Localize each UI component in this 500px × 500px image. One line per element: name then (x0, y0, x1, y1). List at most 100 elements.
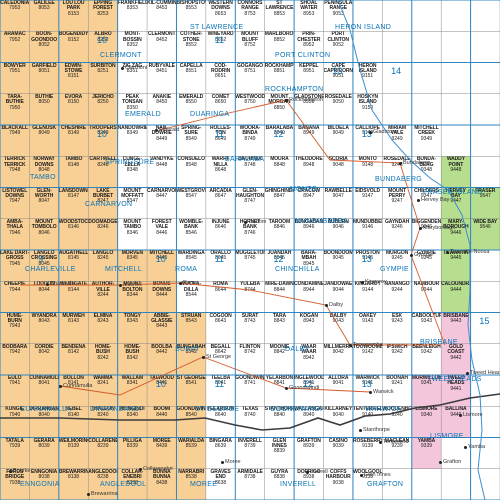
map-sheet-cell[interactable] (441, 125, 471, 157)
map-sheet-cell[interactable]: MITCHELL 8445 (147, 250, 177, 282)
map-sheet-cell[interactable]: MOUNT TAMBO 8346 (117, 218, 148, 250)
map-sheet-cell[interactable]: EMERALD 8550 (176, 93, 206, 125)
map-sheet-cell[interactable]: CUNGE-LELLA 8348 (117, 156, 148, 188)
map-sheet-cell[interactable]: WIDE BAY 9546 (470, 218, 500, 250)
map-sheet-cell[interactable]: INGLEWOOD 8941 (294, 375, 324, 407)
map-sheet-cell[interactable] (382, 31, 412, 63)
map-sheet-cell[interactable]: GOLD COAST 9442 (441, 343, 471, 375)
map-sheet-cell[interactable] (441, 93, 471, 125)
map-sheet-cell[interactable] (470, 437, 500, 469)
map-sheet-cell[interactable] (411, 93, 442, 125)
map-sheet-cell[interactable]: TONGY 8343 (117, 312, 148, 344)
map-sheet-cell[interactable]: ROSEBERRY 9139 (352, 437, 383, 469)
map-sheet-cell[interactable]: JANDOWAE 9044 (323, 281, 353, 313)
map-sheet-cell[interactable]: COTHER-STONE 8552 (176, 31, 206, 63)
map-sheet-cell[interactable]: LISMORE 9340 (411, 406, 442, 438)
map-sheet-cell[interactable]: AUGATHELLA8145 (58, 250, 89, 282)
map-sheet-cell[interactable]: SPRING-SURE 8549 (176, 125, 206, 157)
map-sheet-cell[interactable]: ENNGONIA 8038 (29, 468, 59, 500)
map-sheet-cell[interactable]: DALBY 9043 (323, 312, 353, 344)
map-sheet-cell[interactable]: BISHOPSTOWE8553 (176, 0, 206, 32)
map-sheet-cell[interactable]: FORDS BRIDGE 7938 (0, 468, 30, 500)
map-sheet-cell[interactable]: CABOOLTURE9343 (411, 312, 442, 344)
map-sheet-cell[interactable]: GLADSTONE 8950 (294, 93, 324, 125)
map-sheet-cell[interactable]: EVORA 8150 (58, 93, 89, 125)
map-sheet-cell[interactable]: WESTWOOD 8750 (235, 93, 265, 125)
map-sheet-cell[interactable]: DIRRANBANDI8040 (29, 406, 59, 438)
map-sheet-cell[interactable]: CAPE CAPRICORN 9051 (323, 62, 353, 94)
map-sheet-cell[interactable]: BALLINA 9440 (441, 406, 471, 438)
map-sheet-cell[interactable]: TEELBA 8641 (205, 375, 236, 407)
map-sheet-cell[interactable]: KEPPEL 8951 (294, 62, 324, 94)
map-sheet-cell[interactable]: HUME-BURN 7943 (0, 312, 30, 344)
map-sheet-cell[interactable]: INJUNE 8646 (205, 218, 236, 250)
map-sheet-cell[interactable] (382, 62, 412, 94)
map-sheet-cell[interactable]: CALOUNDRA 9444 (441, 281, 471, 313)
map-sheet-cell[interactable]: CASINO 9039 (323, 437, 353, 469)
map-sheet-cell[interactable]: ABBIE-GLASSIE 8443 (147, 312, 177, 344)
map-sheet-cell[interactable]: MURWEH 8143 (58, 312, 89, 344)
map-sheet-cell[interactable]: THALLON 8240 (88, 406, 118, 438)
map-sheet-cell[interactable]: MOUNT PERRY 9247 (382, 187, 412, 219)
map-sheet-cell[interactable]: TOOWOOMBA9142 (352, 343, 383, 375)
map-sheet-cell[interactable]: CRACOW 8947 (294, 187, 324, 219)
map-sheet-cell[interactable]: GRAVES END 8638 (205, 468, 236, 500)
map-sheet-cell[interactable]: MURWILLUMBAH9341 (411, 375, 442, 407)
map-sheet-cell[interactable]: TARA-BUTHIE 7950 (0, 93, 30, 125)
map-sheet-cell[interactable]: KIL-CUMMIN 8453 (147, 0, 177, 32)
map-sheet-cell[interactable]: MUNDUBBERA9146 (352, 218, 383, 250)
map-sheet-cell[interactable]: BEENLEIGH 9342 (411, 343, 442, 375)
map-sheet-cell[interactable]: BARA-MBAH 8945 (294, 250, 324, 282)
map-sheet-cell[interactable]: HEBEL 8140 (58, 406, 89, 438)
map-sheet-cell[interactable]: GERARA 8039 (29, 437, 59, 469)
map-sheet-cell[interactable]: ST GEORGE 8541 (176, 375, 206, 407)
map-sheet-cell[interactable]: BANANA 8949 (294, 125, 324, 157)
map-sheet-cell[interactable]: SURBITON 8251 (88, 62, 118, 94)
map-sheet-cell[interactable]: NARRABRI 8538 (176, 468, 206, 500)
map-sheet-cell[interactable]: PRIN-CHESTER 8952 (294, 31, 324, 63)
map-sheet-cell[interactable] (470, 156, 500, 188)
map-sheet-cell[interactable]: MUNGINDI 8340 (117, 406, 148, 438)
map-sheet-cell[interactable]: MONT-BOSSIN 8352 (117, 31, 148, 63)
map-sheet-cell[interactable]: GOGANGO 8751 (235, 62, 265, 94)
map-sheet-cell[interactable]: EIDSVOLD 9147 (352, 187, 383, 219)
map-sheet-cell[interactable] (411, 468, 442, 500)
map-sheet-cell[interactable]: PROSTON 9145 (352, 250, 383, 282)
map-sheet-cell[interactable]: CARTWELL 8248 (88, 156, 118, 188)
map-sheet-cell[interactable]: ALBRO 8252 (88, 31, 118, 63)
map-sheet-cell[interactable] (382, 93, 412, 125)
map-sheet-cell[interactable]: DOOMADGEE 8246 (88, 218, 118, 250)
map-sheet-cell[interactable]: WOMBLE-BANK 8546 (176, 218, 206, 250)
map-sheet-cell[interactable]: COMET 8650 (205, 93, 236, 125)
map-sheet-cell[interactable]: BOGENDIDY 8152 (58, 31, 89, 63)
map-sheet-cell[interactable]: ORALLO 8645 (205, 250, 236, 282)
map-sheet-cell[interactable]: HERON ISLAND 9151 (352, 62, 383, 94)
map-sheet-cell[interactable] (470, 312, 500, 344)
map-sheet-cell[interactable]: WARWICK 9141 (352, 375, 383, 407)
map-sheet-cell[interactable] (470, 281, 500, 313)
map-sheet-cell[interactable]: TEWANTIN 9445 (441, 250, 471, 282)
map-sheet-cell[interactable]: CHESHIRE 8149 (58, 125, 89, 157)
map-sheet-cell[interactable] (411, 62, 442, 94)
map-sheet-cell[interactable]: COLLAR-ENEBRI 8338 (117, 468, 148, 500)
map-sheet-cell[interactable]: ARCADIA 8647 (205, 187, 236, 219)
map-sheet-cell[interactable]: MURGON 9245 (382, 250, 412, 282)
map-sheet-cell[interactable]: SURAT 8743 (235, 312, 265, 344)
map-sheet-cell[interactable]: ARAMAC 7952 (0, 31, 30, 63)
map-sheet-cell[interactable]: NANDOWRIE 8349 (117, 125, 148, 157)
map-sheet-cell[interactable]: GLEN-WORTH 8047 (29, 187, 59, 219)
map-sheet-cell[interactable] (441, 437, 471, 469)
map-sheet-cell[interactable]: STRUAN 8543 (176, 312, 206, 344)
map-sheet-cell[interactable] (470, 93, 500, 125)
map-sheet-cell[interactable]: CONDAMINE 8944 (294, 281, 324, 313)
map-sheet-cell[interactable]: BRISBANE 9443 (441, 312, 471, 344)
map-sheet-cell[interactable]: LISTOWEL DOWNS 7947 (0, 187, 30, 219)
map-sheet-cell[interactable]: BAUHINIA 8748 (235, 156, 265, 188)
map-sheet-cell[interactable]: YAMBA 9339 (411, 437, 442, 469)
map-sheet-cell[interactable] (411, 0, 442, 32)
map-sheet-cell[interactable]: BOON-GOONDOO 8052 (29, 31, 59, 63)
map-sheet-cell[interactable]: COD-RODRIN 8651 (205, 62, 236, 94)
map-sheet-cell[interactable]: MITCHELL CREEK 9349 (411, 125, 442, 157)
map-sheet-cell[interactable]: MOUNT MORGAN 8850 (264, 93, 295, 125)
map-sheet-cell[interactable] (382, 468, 412, 500)
